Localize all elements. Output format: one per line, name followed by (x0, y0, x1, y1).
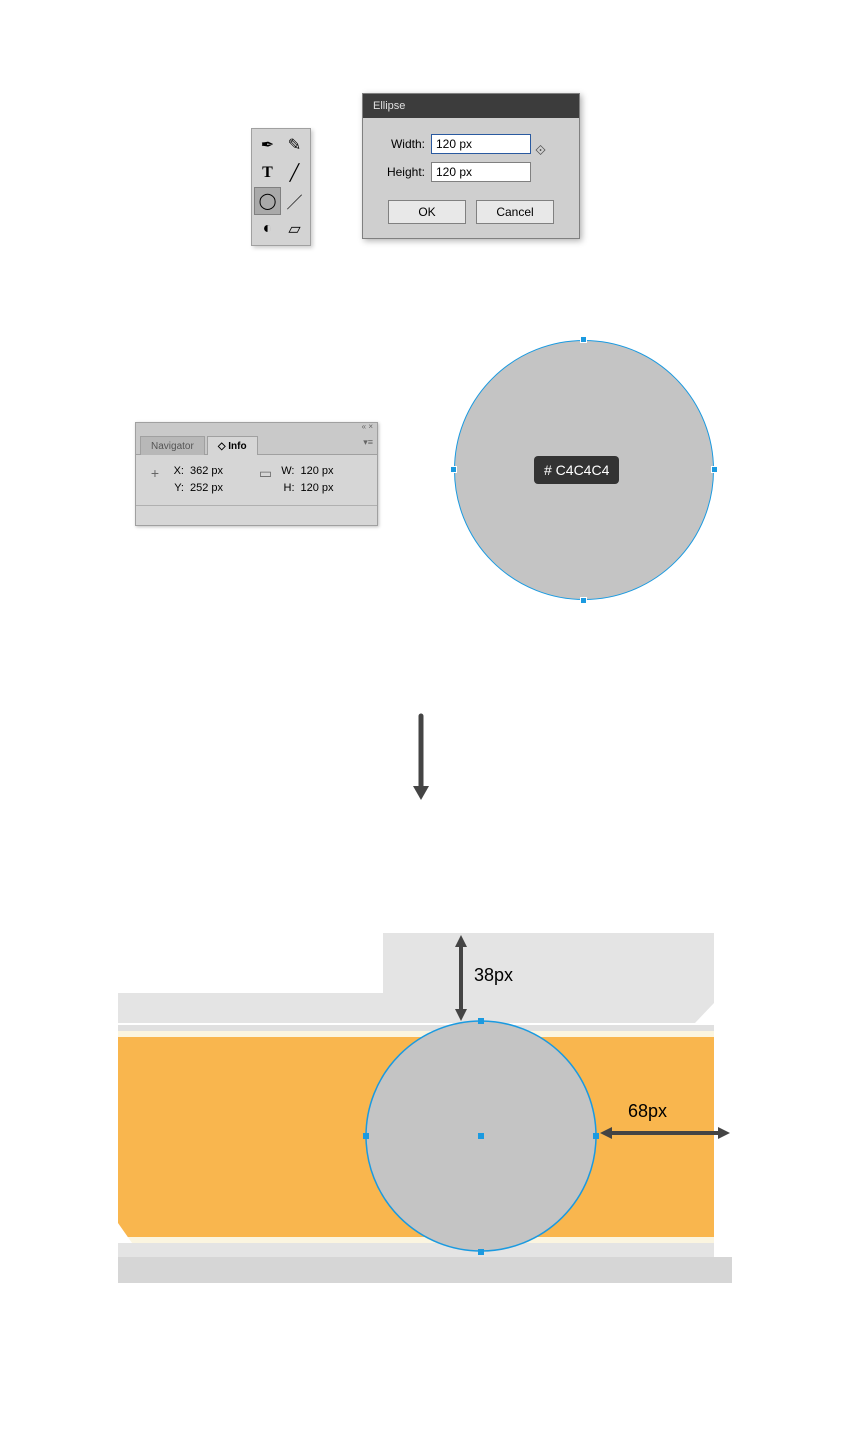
height-label: Height: (377, 165, 425, 179)
ok-button[interactable]: OK (388, 200, 466, 224)
info-panel: « × Navigator ◇ Info ▾≡ + X:362 px Y:252… (135, 422, 378, 526)
eraser-icon: ▱ (288, 219, 300, 239)
panel-collapse-icons[interactable]: « × (136, 423, 377, 433)
step-arrow-down (407, 712, 435, 805)
right-measure-label: 68px (628, 1101, 667, 1122)
line-tool[interactable]: ╱ (281, 159, 308, 187)
tool-palette: ✒ ✎ T ╱ ◯ ／ ◐ ▱ (251, 128, 311, 246)
crosshair-icon: + (146, 465, 164, 481)
info-y-row: Y:252 px (168, 480, 223, 497)
type-tool[interactable]: T (254, 159, 281, 187)
type-icon: T (262, 164, 273, 182)
pen-plus-tool[interactable]: ✎ (281, 131, 308, 159)
info-w-row: W:120 px (279, 463, 334, 480)
eraser-tool[interactable]: ▱ (281, 215, 308, 243)
panel-menu-icon[interactable]: ▾≡ (363, 437, 373, 448)
selection-handle-right[interactable] (711, 466, 718, 473)
info-x-row: X:362 px (168, 463, 223, 480)
blob-icon: ◐ (263, 220, 273, 238)
constrain-icon[interactable]: ⟐ (535, 142, 546, 159)
ellipse-tool[interactable]: ◯ (254, 187, 281, 215)
selection-handle-top[interactable] (580, 336, 587, 343)
selection-handle-bottom[interactable] (580, 597, 587, 604)
cancel-button[interactable]: Cancel (476, 200, 554, 224)
brush-tool[interactable]: ／ (281, 187, 308, 215)
top-measure-label: 38px (474, 965, 513, 986)
placement-diagram: 38px 68px (118, 933, 732, 1283)
bounds-icon: ▭ (257, 465, 275, 482)
pen-tool[interactable]: ✒ (254, 131, 281, 159)
dialog-title: Ellipse (363, 94, 579, 118)
width-input[interactable]: 120 px (431, 134, 531, 154)
pen-icon: ✒ (261, 135, 274, 155)
tab-navigator[interactable]: Navigator (140, 436, 205, 455)
width-label: Width: (377, 137, 425, 151)
height-input[interactable]: 120 px (431, 162, 531, 182)
blob-tool[interactable]: ◐ (254, 215, 281, 243)
info-h-row: H:120 px (279, 480, 334, 497)
ellipse-dialog: Ellipse Width: 120 px Height: 120 px ⟐ O… (362, 93, 580, 239)
color-tooltip: # C4C4C4 (534, 456, 619, 484)
tab-info[interactable]: ◇ Info (207, 436, 258, 455)
ellipse-icon: ◯ (259, 191, 277, 211)
pen-plus-icon: ✎ (288, 135, 301, 155)
selection-handle-left[interactable] (450, 466, 457, 473)
ellipse-preview: # C4C4C4 (454, 340, 714, 600)
brush-icon: ／ (287, 189, 303, 213)
line-icon: ╱ (290, 163, 300, 183)
